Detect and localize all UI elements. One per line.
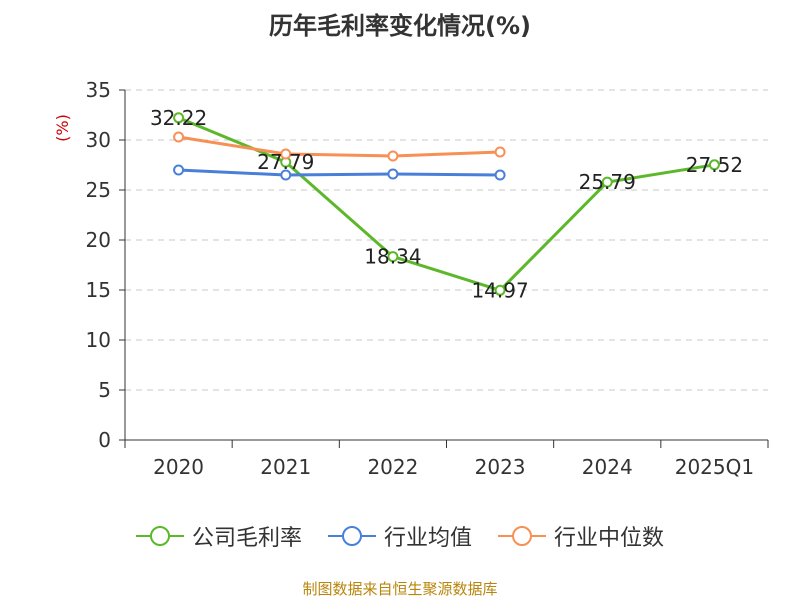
y-tick-label: 25	[86, 178, 111, 202]
data-point-2	[173, 131, 185, 143]
legend-label: 行业中位数	[554, 526, 665, 551]
data-point-2	[280, 148, 292, 160]
y-tick-label: 5	[98, 378, 111, 402]
series-line-0	[178, 116, 715, 292]
x-tick-label: 2025Q1	[675, 455, 754, 479]
x-tick-label: 2020	[153, 455, 204, 479]
y-tick-label: 20	[86, 228, 111, 252]
x-tick-label: 2021	[260, 455, 311, 479]
data-point-1	[494, 169, 506, 181]
x-tick-label: 2023	[475, 455, 526, 479]
y-tick-label: 0	[98, 428, 111, 452]
data-label: 18.34	[364, 245, 421, 269]
data-point-1	[173, 164, 185, 176]
data-label: 27.79	[257, 150, 314, 174]
data-label: 32.22	[150, 106, 207, 130]
legend-marker-icon	[135, 526, 184, 546]
legend-label: 行业均值	[383, 526, 472, 551]
legend-item-industry-mean[interactable]: 行业均值	[327, 520, 472, 552]
y-tick-label: 35	[86, 78, 111, 102]
source-footer: 制图数据来自恒生聚源数据库	[302, 580, 498, 598]
data-label: 27.52	[686, 153, 743, 177]
data-point-0	[387, 251, 399, 263]
data-point-2	[387, 150, 399, 162]
data-point-0	[494, 284, 506, 296]
legend-label: 公司毛利率	[191, 526, 302, 551]
legend: 公司毛利率 行业均值 行业中位数	[0, 520, 800, 552]
data-point-0	[173, 112, 185, 124]
y-tick-label: 10	[86, 328, 111, 352]
data-label: 14.97	[471, 278, 528, 302]
legend-marker-icon	[498, 526, 546, 546]
series-line-1	[178, 168, 501, 177]
y-tick-label: 30	[86, 128, 111, 152]
data-label: 25.79	[579, 170, 636, 194]
series-line-2	[178, 135, 501, 158]
legend-item-company[interactable]: 公司毛利率	[135, 520, 302, 552]
x-tick-label: 2024	[582, 455, 633, 479]
legend-item-industry-median[interactable]: 行业中位数	[498, 520, 664, 552]
data-point-0	[601, 176, 613, 188]
data-point-1	[280, 169, 292, 181]
y-tick-label: 15	[86, 278, 111, 302]
data-point-0	[708, 159, 720, 171]
y-axis-label: (%)	[53, 114, 72, 142]
data-point-1	[387, 168, 399, 180]
chart-title: 历年毛利率变化情况(%)	[269, 12, 531, 40]
data-point-2	[494, 146, 506, 158]
x-tick-label: 2022	[367, 455, 418, 479]
legend-marker-icon	[327, 526, 376, 546]
